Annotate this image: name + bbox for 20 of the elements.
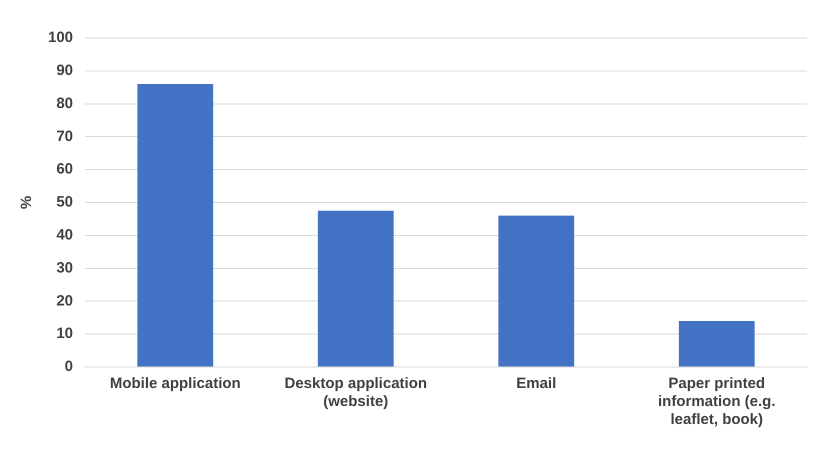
y-tick-label: 30 xyxy=(56,259,74,276)
y-tick-label: 50 xyxy=(56,194,74,211)
y-tick-label: 70 xyxy=(56,128,74,145)
y-tick-label: 100 xyxy=(48,29,74,46)
bar xyxy=(318,210,394,366)
y-tick-label: 10 xyxy=(56,325,74,342)
x-tick-label: Email xyxy=(516,375,556,392)
y-tick-label: 60 xyxy=(56,160,74,178)
x-tick-label: Paper printed information (e.g. leaflet, book) xyxy=(658,375,776,428)
x-tick-label: Desktop application (website) xyxy=(284,375,428,410)
bar xyxy=(498,216,574,366)
bar xyxy=(137,84,214,366)
x-tick-label: Mobile application xyxy=(110,375,241,392)
y-tick-label: 40 xyxy=(56,226,74,244)
y-tick-label: 20 xyxy=(56,292,74,310)
y-axis-title: % xyxy=(18,196,36,210)
y-tick-label: 0 xyxy=(64,358,74,376)
y-tick-label: 80 xyxy=(56,94,74,112)
bar xyxy=(678,320,755,366)
y-tick-label: 90 xyxy=(56,62,74,80)
